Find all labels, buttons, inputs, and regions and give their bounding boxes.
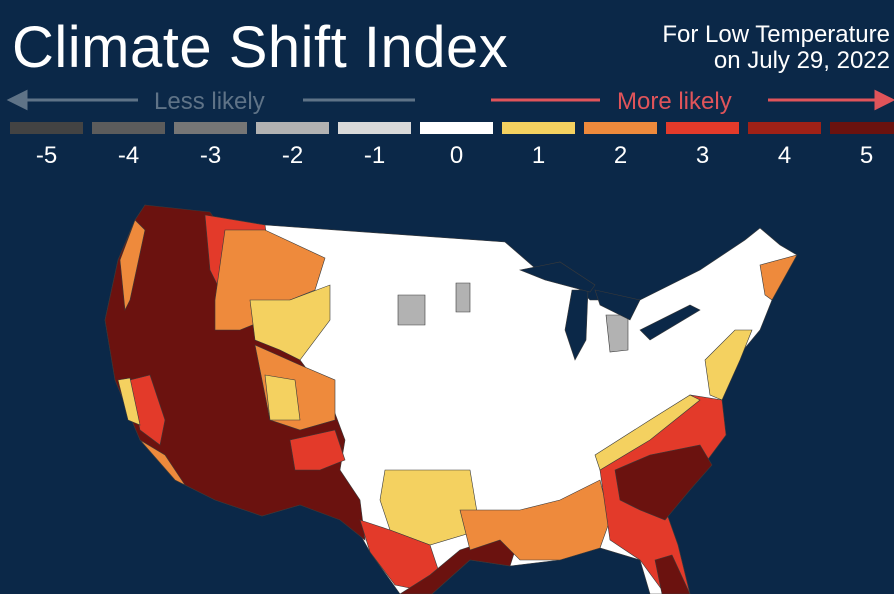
legend-label: 5	[859, 142, 874, 169]
legend-label: -2	[281, 142, 304, 169]
subtitle-line-1: For Low Temperature	[662, 21, 890, 48]
legend-swatch	[584, 122, 657, 134]
legend-label: -3	[199, 142, 222, 169]
region-cal-yellow	[117, 377, 141, 426]
legend-swatch	[748, 122, 821, 134]
more-likely-arrow	[491, 89, 894, 111]
legend-label: -5	[35, 142, 58, 169]
more-likely-label: More likely	[617, 88, 732, 115]
legend-swatch	[256, 122, 329, 134]
region-tn-yellow	[594, 394, 701, 471]
region-dakota-gray	[397, 294, 426, 326]
legend-swatches	[10, 122, 894, 134]
region-cal-south	[139, 439, 186, 486]
legend-labels: -5 -4 -3 -2 -1 0 1 2 3 4 5	[10, 142, 894, 170]
legend-label: -4	[117, 142, 140, 169]
legend-label: 1	[531, 142, 546, 169]
subtitle-line-2: on July 29, 2022	[713, 47, 890, 74]
region-mi-gray	[605, 314, 629, 353]
region-southeast-dark	[614, 444, 713, 521]
legend-swatch	[10, 122, 83, 134]
lake-superior	[518, 261, 596, 293]
legend-swatch	[830, 122, 894, 134]
region-florida-dark	[654, 554, 691, 594]
legend-swatch	[420, 122, 493, 134]
less-likely-label: Less likely	[154, 88, 265, 115]
legend-swatch	[502, 122, 575, 134]
subtitle: For Low Temperature on July 29, 2022	[662, 22, 890, 74]
legend-swatch	[92, 122, 165, 134]
legend-label: 3	[695, 142, 710, 169]
region-nm-red	[289, 429, 346, 471]
region-mn-gray	[455, 282, 471, 313]
region-wyoming-yellow	[249, 284, 331, 361]
region-newengland-orange	[759, 254, 798, 301]
legend-label: 0	[449, 142, 464, 169]
legend-swatch	[174, 122, 247, 134]
legend-label: 4	[777, 142, 792, 169]
region-utah-yellow	[264, 374, 301, 421]
less-likely-arrow	[6, 89, 415, 111]
region-cal-coast-orange	[119, 219, 146, 312]
lake-erie	[639, 304, 701, 341]
legend-label: 2	[613, 142, 628, 169]
us-county-map	[104, 204, 798, 594]
lake-huron	[594, 289, 641, 321]
region-gulf-orange	[459, 479, 611, 561]
legend-label: -1	[363, 142, 386, 169]
region-midatlantic-yellow	[704, 329, 753, 401]
legend-swatch	[338, 122, 411, 134]
legend-swatch	[666, 122, 739, 134]
page-title: Climate Shift Index	[12, 15, 509, 80]
